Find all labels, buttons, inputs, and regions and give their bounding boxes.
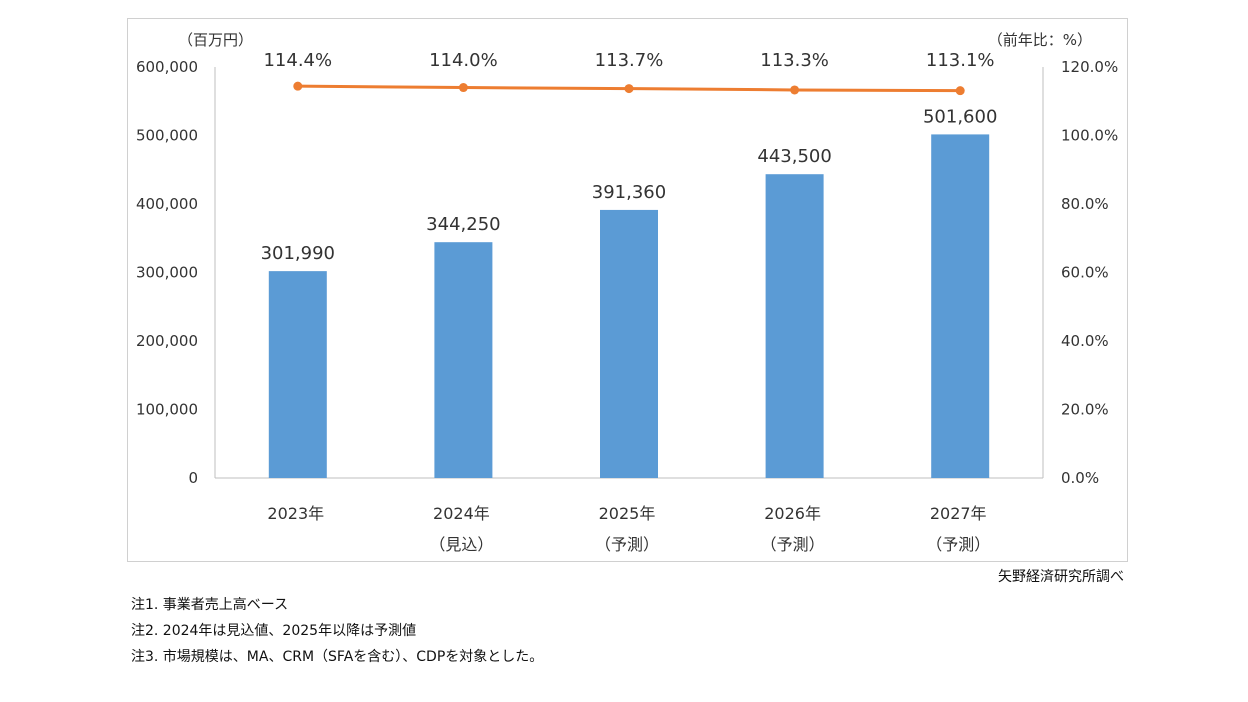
right-tick-label: 20.0% bbox=[1061, 401, 1109, 419]
growth-point bbox=[293, 81, 303, 91]
x-tick-label: 2024年 bbox=[433, 504, 490, 523]
x-tick-label: 2027年 bbox=[930, 504, 987, 523]
bar bbox=[931, 134, 990, 479]
growth-point bbox=[790, 85, 800, 95]
note-1: 注1. 事業者売上高ベース bbox=[131, 597, 289, 613]
bar-data-label: 443,500 bbox=[757, 146, 831, 167]
left-axis-unit: （百万円） bbox=[178, 31, 253, 49]
bar-data-label: 501,600 bbox=[923, 106, 997, 127]
bar bbox=[434, 242, 493, 478]
bar bbox=[765, 174, 824, 478]
growth-point bbox=[955, 86, 965, 96]
right-tick-label: 40.0% bbox=[1061, 332, 1109, 350]
growth-data-label: 113.1% bbox=[926, 50, 995, 71]
right-tick-label: 100.0% bbox=[1061, 127, 1118, 145]
growth-point bbox=[624, 84, 634, 94]
growth-data-label: 113.3% bbox=[760, 50, 829, 71]
right-tick-label: 0.0% bbox=[1061, 469, 1099, 487]
left-tick-label: 0 bbox=[188, 469, 198, 487]
x-tick-label: 2025年 bbox=[599, 504, 656, 523]
right-axis-unit: （前年比：%） bbox=[988, 31, 1092, 49]
growth-data-label: 114.0% bbox=[429, 50, 498, 71]
growth-data-label: 113.7% bbox=[595, 50, 664, 71]
x-tick-label: 2023年 bbox=[267, 504, 324, 523]
left-tick-label: 100,000 bbox=[136, 401, 198, 419]
growth-data-label: 114.4% bbox=[263, 50, 332, 71]
right-tick-label: 120.0% bbox=[1061, 58, 1118, 76]
x-tick-sublabel: （予測） bbox=[926, 535, 990, 554]
bar-data-label: 301,990 bbox=[261, 243, 335, 264]
x-tick-sublabel: （予測） bbox=[761, 535, 825, 554]
note-2: 注2. 2024年は見込値、2025年以降は予測値 bbox=[131, 623, 417, 639]
right-tick-label: 60.0% bbox=[1061, 264, 1109, 282]
bar-data-label: 391,360 bbox=[592, 182, 666, 203]
left-tick-label: 600,000 bbox=[136, 58, 198, 76]
source-credit: 矢野経済研究所調べ bbox=[998, 569, 1124, 585]
bar-data-label: 344,250 bbox=[426, 214, 500, 235]
bar bbox=[268, 271, 327, 478]
note-3: 注3. 市場規模は、MA、CRM（SFAを含む）、CDPを対象とした。 bbox=[131, 649, 544, 665]
left-tick-label: 400,000 bbox=[136, 195, 198, 213]
growth-point bbox=[458, 83, 468, 93]
x-tick-sublabel: （見込） bbox=[429, 535, 493, 554]
chart-frame bbox=[127, 18, 1128, 562]
left-tick-label: 300,000 bbox=[136, 264, 198, 282]
left-tick-label: 500,000 bbox=[136, 127, 198, 145]
left-tick-label: 200,000 bbox=[136, 332, 198, 350]
x-tick-label: 2026年 bbox=[764, 504, 821, 523]
right-tick-label: 80.0% bbox=[1061, 195, 1109, 213]
bar bbox=[600, 209, 658, 478]
x-tick-sublabel: （予測） bbox=[595, 535, 659, 554]
